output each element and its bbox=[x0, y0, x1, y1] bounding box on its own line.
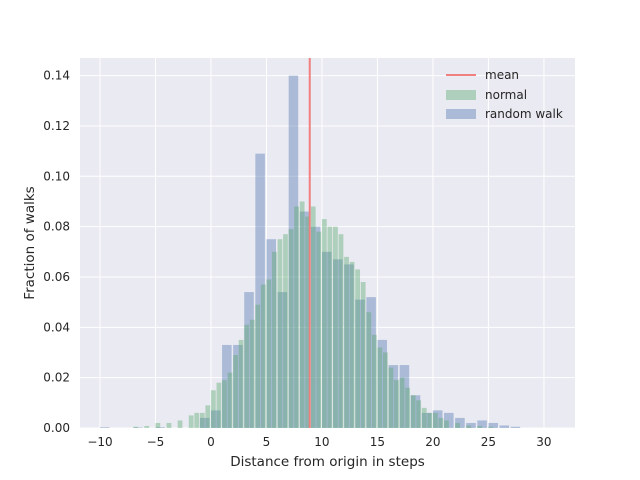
normal-bar bbox=[211, 390, 216, 428]
normal-bar bbox=[444, 420, 449, 428]
normal-bar bbox=[155, 423, 160, 428]
normal-bar bbox=[411, 395, 416, 428]
random-walk-bar bbox=[100, 427, 110, 428]
normal-bar bbox=[278, 239, 283, 428]
normal-bar bbox=[255, 305, 260, 428]
x-tick-label: 25 bbox=[481, 435, 496, 449]
y-tick-label: 0.12 bbox=[43, 119, 70, 133]
normal-bar bbox=[322, 219, 327, 428]
y-tick-label: 0.04 bbox=[43, 320, 70, 334]
normal-bar bbox=[366, 312, 371, 428]
x-tick-label: −10 bbox=[87, 435, 112, 449]
normal-bar bbox=[228, 373, 233, 428]
normal-bar bbox=[372, 335, 377, 428]
normal-bar bbox=[266, 279, 271, 428]
normal-bar bbox=[422, 408, 427, 428]
legend-mean-label: mean bbox=[485, 68, 519, 82]
normal-bar bbox=[133, 427, 138, 428]
normal-bar bbox=[433, 413, 438, 428]
x-tick-label: 20 bbox=[425, 435, 440, 449]
x-axis-label: Distance from origin in steps bbox=[230, 454, 425, 470]
normal-bar bbox=[178, 420, 183, 428]
normal-bar bbox=[244, 325, 249, 428]
random-walk-bar bbox=[500, 425, 510, 428]
normal-bar bbox=[377, 347, 382, 428]
normal-bar bbox=[328, 227, 333, 428]
random-walk-bar bbox=[511, 427, 521, 428]
normal-bar bbox=[394, 380, 399, 428]
normal-bar bbox=[389, 368, 394, 428]
normal-bar bbox=[250, 320, 255, 428]
normal-bar bbox=[339, 234, 344, 428]
normal-bar bbox=[289, 229, 294, 428]
normal-bar bbox=[355, 269, 360, 428]
normal-bar bbox=[438, 418, 443, 428]
x-tick-label: −5 bbox=[147, 435, 165, 449]
y-tick-label: 0.14 bbox=[43, 69, 70, 83]
legend-normal-label: normal bbox=[485, 88, 527, 102]
normal-bar bbox=[167, 423, 172, 428]
normal-bar bbox=[344, 257, 349, 428]
x-tick-label: 15 bbox=[370, 435, 385, 449]
y-axis-label: Fraction of walks bbox=[22, 186, 38, 299]
legend-normal-swatch bbox=[446, 90, 476, 100]
x-tick-label: 10 bbox=[314, 435, 329, 449]
legend-random-walk-swatch bbox=[446, 109, 476, 119]
y-tick-label: 0.00 bbox=[43, 421, 70, 435]
y-tick-label: 0.08 bbox=[43, 220, 70, 234]
normal-bar bbox=[466, 425, 471, 428]
normal-bar bbox=[477, 426, 482, 428]
normal-bar bbox=[294, 207, 299, 428]
normal-bar bbox=[383, 352, 388, 428]
normal-bar bbox=[233, 355, 238, 428]
normal-bar bbox=[400, 378, 405, 428]
y-tick-label: 0.06 bbox=[43, 270, 70, 284]
normal-bar bbox=[144, 426, 149, 428]
normal-bar bbox=[217, 383, 222, 428]
y-tick-label: 0.10 bbox=[43, 169, 70, 183]
normal-bar bbox=[488, 427, 493, 428]
normal-bar bbox=[222, 380, 227, 428]
normal-bar bbox=[333, 227, 338, 428]
normal-bar bbox=[194, 413, 199, 428]
normal-bar bbox=[316, 232, 321, 428]
normal-bar bbox=[455, 423, 460, 428]
y-tick-labels: 0.00 0.02 0.04 0.06 0.08 0.10 0.12 0.14 bbox=[43, 69, 70, 435]
x-tick-label: 30 bbox=[536, 435, 551, 449]
x-tick-label: 0 bbox=[207, 435, 215, 449]
legend-random-walk-label: random walk bbox=[485, 107, 563, 121]
normal-bar bbox=[311, 207, 316, 428]
normal-bar bbox=[205, 405, 210, 428]
normal-bar bbox=[350, 262, 355, 428]
normal-bar bbox=[416, 400, 421, 428]
normal-bar bbox=[200, 413, 205, 428]
y-tick-label: 0.02 bbox=[43, 371, 70, 385]
normal-bar bbox=[239, 340, 244, 428]
normal-bar bbox=[361, 282, 366, 428]
normal-bar bbox=[283, 234, 288, 428]
normal-bar bbox=[189, 415, 194, 428]
normal-bar bbox=[272, 252, 277, 428]
normal-bar bbox=[427, 413, 432, 428]
x-tick-labels: −10 −5 0 5 10 15 20 25 30 bbox=[87, 435, 551, 449]
normal-bar bbox=[261, 285, 266, 428]
normal-bar bbox=[405, 388, 410, 428]
x-tick-label: 5 bbox=[263, 435, 271, 449]
normal-bar bbox=[300, 201, 305, 428]
